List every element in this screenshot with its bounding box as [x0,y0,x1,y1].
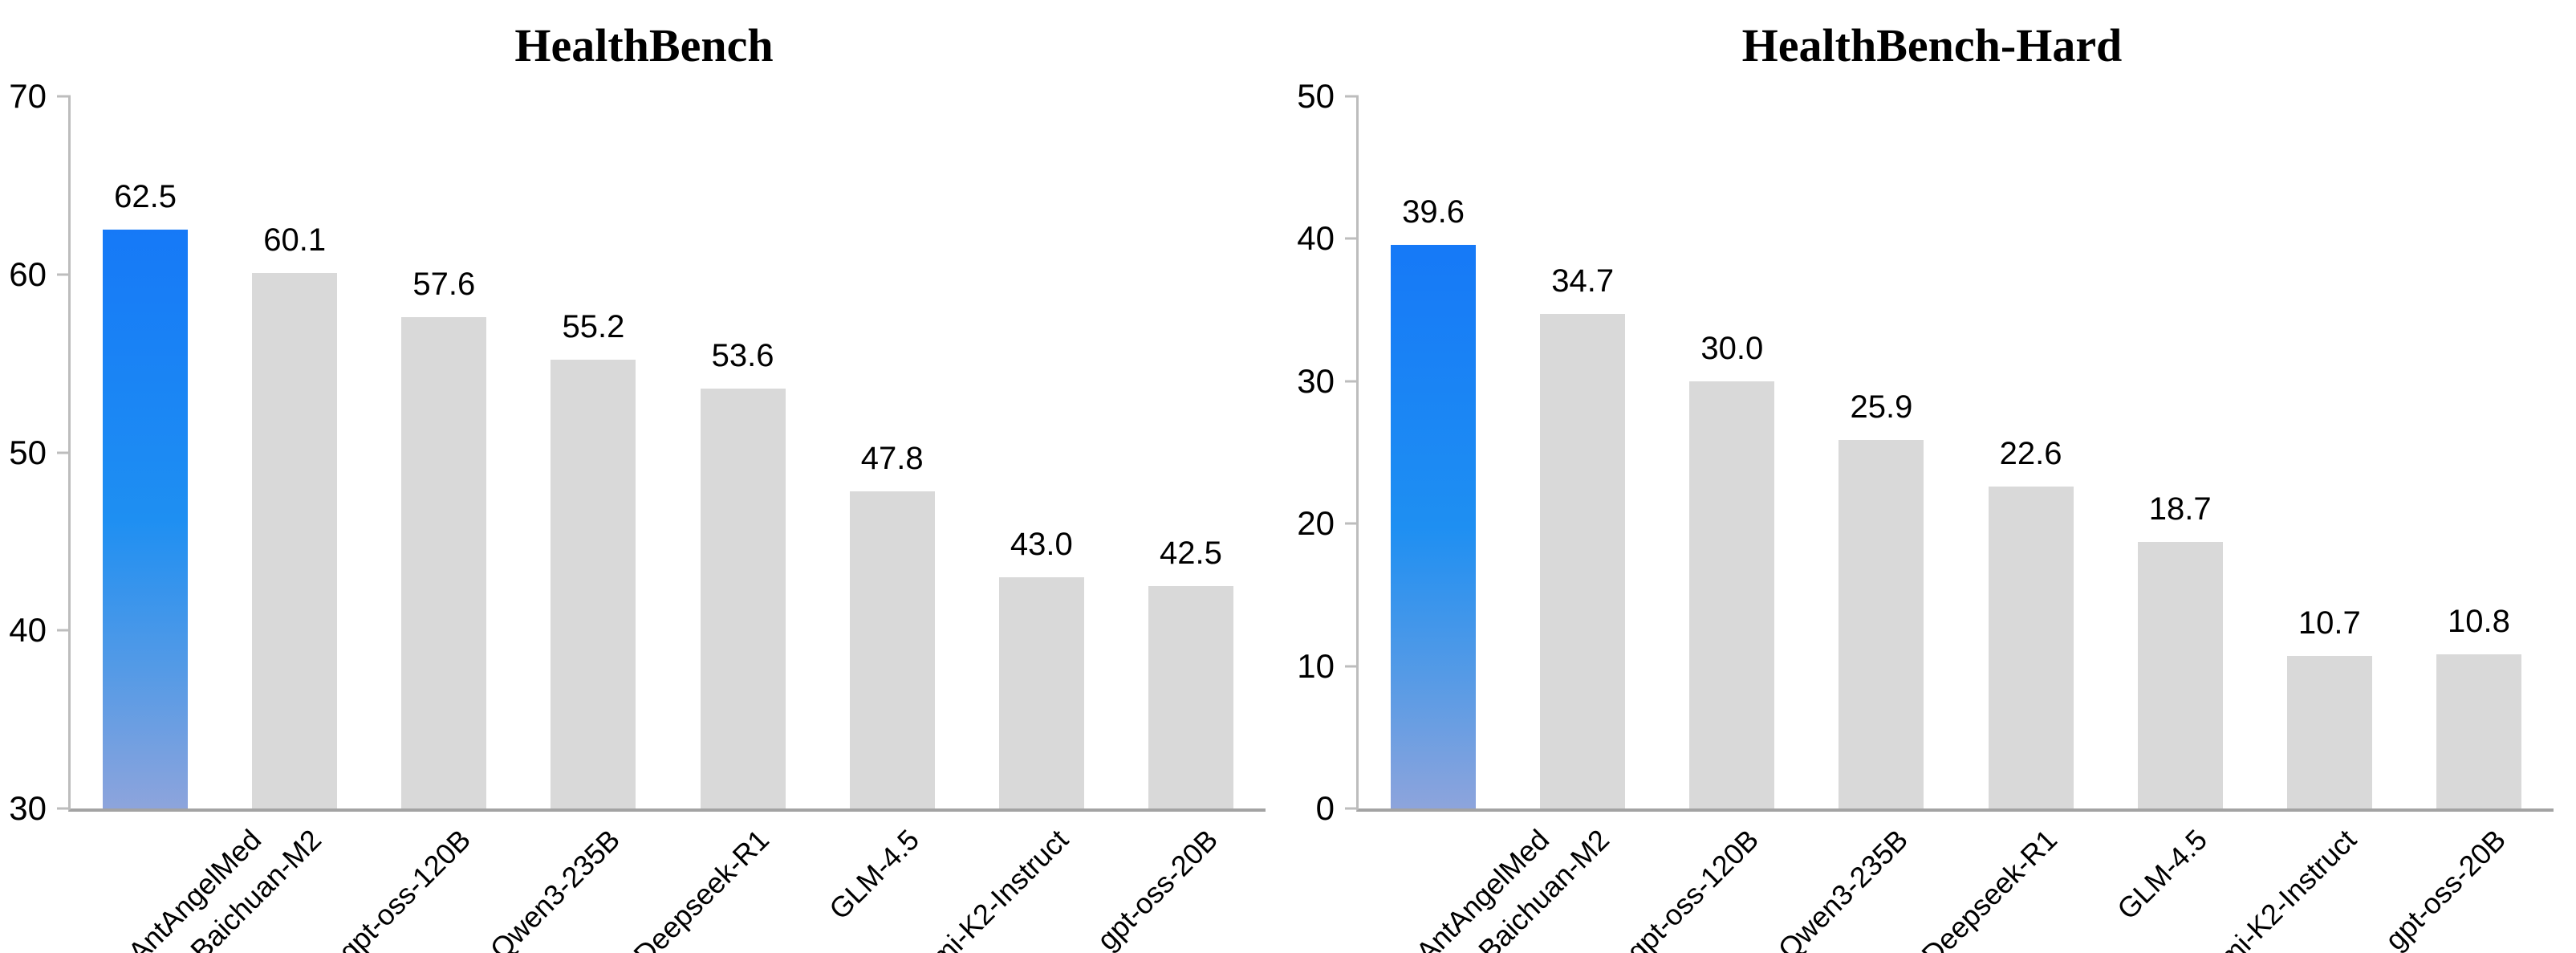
bar-deepseek-r1 [700,388,786,808]
x-label-anchor: Kimi-K2-Instruct [71,823,1075,953]
x-label-anchor: gpt-oss-120B [1359,823,1765,953]
bar-antangelmed [1391,244,1477,808]
plot-area-healthbench: 30 40 50 60 70 62.5 AntAngelMed 60.1 Baichuan-M2… [9,77,1266,953]
y-tick-mark [1345,95,1359,98]
bar-value-label: 53.6 [711,337,774,373]
y-tick-mark [57,451,71,454]
plot-area-healthbench-hard: 0 10 20 30 40 50 39.6 AntAngelMed 34.7 Baichuan-M… [1297,77,2554,953]
y-tick-label: 20 [1297,504,1335,543]
y-tick-label: 40 [1297,219,1335,258]
x-category-label-kimi-k2-instruct: Kimi-K2-Instruct [2193,823,2363,953]
bar-value-label: 42.5 [1160,535,1222,571]
y-tick-label: 50 [1297,77,1335,115]
bar-baichuan-m2 [1540,314,1626,808]
y-tick-mark [1345,380,1359,383]
x-category-label-gpt-oss-20b: gpt-oss-20B [2378,823,2512,953]
x-label-anchor: gpt-oss-120B [71,823,477,953]
y-tick-label: 40 [9,611,47,650]
y-tick-mark [1345,807,1359,810]
bar-gpt-oss-20b [1148,585,1233,808]
x-label-anchor: AntAngelMed [71,823,267,953]
x-category-label-baichuan-m2: Baichuan-M2 [1472,823,1616,953]
x-label-anchor: gpt-oss-20B [71,823,1224,953]
bar-glm-4-5 [849,491,935,808]
x-label-anchor: Baichuan-M2 [1359,823,1615,953]
bar-kimi-k2-instruct [998,576,1084,808]
x-category-label-antangelmed: AntAngelMed [121,823,268,953]
bar-deepseek-r1 [1988,487,2074,808]
x-category-label-baichuan-m2: Baichuan-M2 [184,823,328,953]
x-label-anchor: Kimi-K2-Instruct [1359,823,2363,953]
y-tick-label: 70 [9,77,47,115]
y-tick-label: 60 [9,255,47,293]
x-category-label-qwen3-235b: Qwen3-235B [483,823,627,953]
x-label-anchor: GLM-4.5 [71,823,925,926]
bar-gpt-oss-20b [2436,654,2521,808]
x-category-label-gpt-oss-20b: gpt-oss-20B [1090,823,1224,953]
x-category-label-glm-4-5: GLM-4.5 [822,823,925,927]
bar-gpt-oss-120b [401,316,487,808]
x-category-label-gpt-oss-120b: gpt-oss-120B [1619,823,1765,953]
chart-panel-healthbench-hard: HealthBench-Hard 0 10 20 30 40 50 39.6 AntAngel… [1288,0,2576,953]
chart-title-healthbench-hard: HealthBench-Hard [1741,19,2123,71]
x-category-label-antangelmed: AntAngelMed [1409,823,1556,953]
bar-gpt-oss-120b [1689,381,1775,808]
y-tick-label: 50 [9,433,47,471]
chart-panel-healthbench: HealthBench 30 40 50 60 70 62.5 AntAngelMed 60.… [9,19,1266,953]
x-category-label-glm-4-5: GLM-4.5 [2110,823,2213,927]
bar-kimi-k2-instruct [2286,656,2372,808]
bar-value-label: 43.0 [1010,526,1073,562]
bar-value-label: 30.0 [1700,330,1764,366]
y-tick-label: 10 [1297,646,1335,685]
bar-value-label: 10.7 [2298,605,2361,641]
bar-value-label: 57.6 [412,266,476,302]
x-label-anchor: AntAngelMed [1359,823,1555,953]
bar-value-label: 60.1 [263,222,327,258]
bar-qwen3-235b [551,360,636,808]
bar-qwen3-235b [1839,439,1924,808]
y-tick-mark [1345,522,1359,525]
bar-value-label: 25.9 [1850,389,1913,425]
x-category-label-deepseek-r1: Deepseek-R1 [1915,823,2064,953]
y-tick-mark [57,273,71,276]
y-tick-label: 0 [1315,789,1335,827]
x-label-anchor: GLM-4.5 [1359,823,2213,926]
y-tick-label: 30 [1297,361,1335,400]
y-tick-mark [1345,665,1359,668]
bar-antangelmed [103,230,189,808]
bar-value-label: 39.6 [1402,193,1465,230]
x-category-label-deepseek-r1: Deepseek-R1 [627,823,776,953]
bar-glm-4-5 [2137,542,2223,808]
bar-value-label: 47.8 [860,441,924,477]
x-category-label-qwen3-235b: Qwen3-235B [1771,823,1915,953]
x-label-anchor: gpt-oss-20B [1359,823,2512,953]
bar-value-label: 55.2 [562,309,625,345]
y-tick-mark [57,95,71,98]
x-category-label-gpt-oss-120b: gpt-oss-120B [331,823,477,953]
bar-value-label: 10.8 [2448,604,2510,640]
y-tick-mark [57,807,71,810]
x-label-anchor: Baichuan-M2 [71,823,327,953]
x-category-label-kimi-k2-instruct: Kimi-K2-Instruct [905,823,1075,953]
x-label-anchor: Qwen3-235B [71,823,627,953]
y-tick-mark [57,629,71,632]
bar-value-label: 22.6 [1999,436,2062,472]
bar-value-label: 34.7 [1551,263,1615,299]
x-label-anchor: Deepseek-R1 [71,823,776,953]
x-label-anchor: Deepseek-R1 [1359,823,2064,953]
y-tick-label: 30 [9,789,47,827]
bar-baichuan-m2 [252,272,338,808]
x-label-anchor: Qwen3-235B [1359,823,1915,953]
chart-title-healthbench: HealthBench [514,19,774,71]
bar-value-label: 18.7 [2148,491,2212,527]
bar-value-label: 62.5 [114,179,177,215]
y-tick-mark [1345,237,1359,240]
